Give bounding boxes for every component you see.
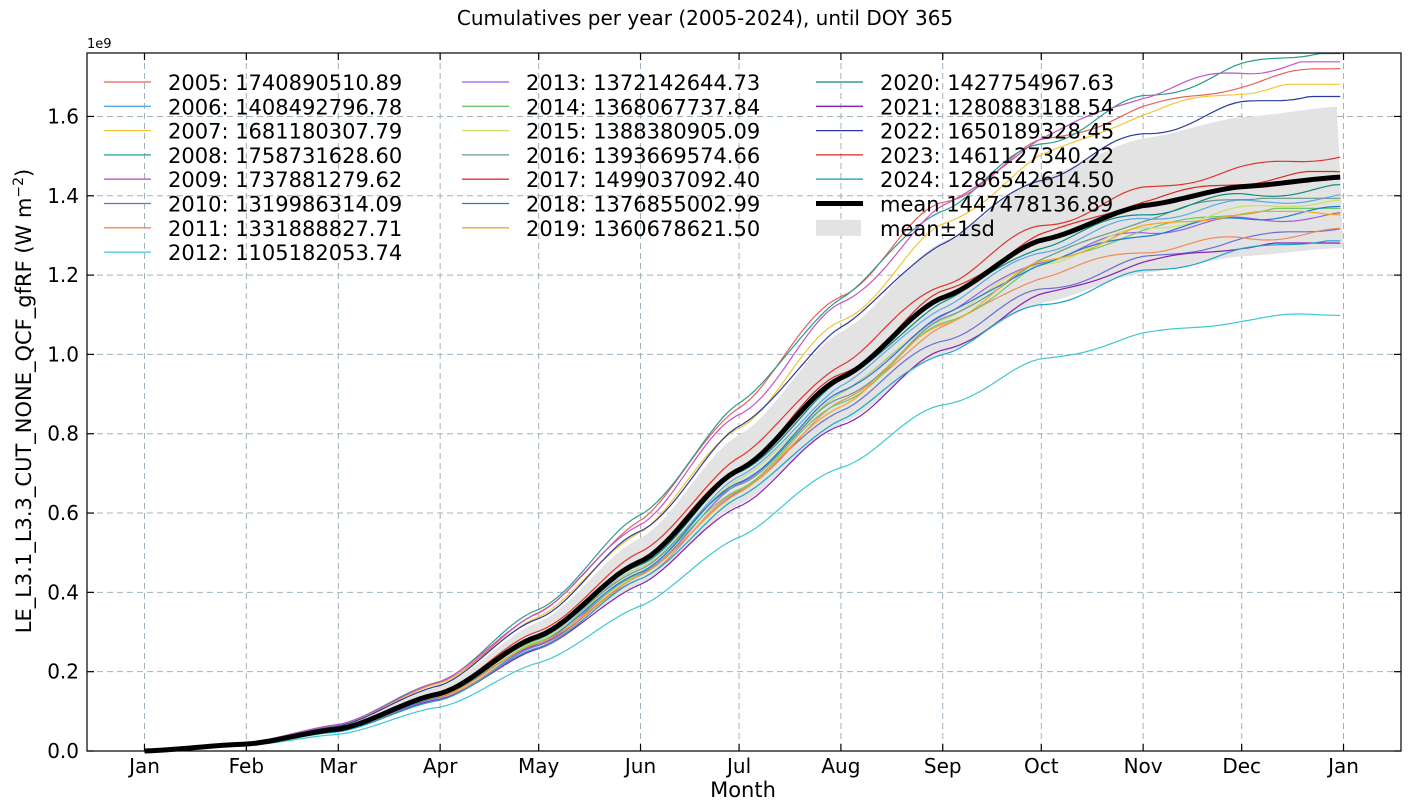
legend-label: 2016: 1393669574.66 [526, 144, 760, 168]
x-tick-label: Jan [127, 754, 160, 778]
series-line-2013 [144, 212, 1341, 752]
mean-line [144, 174, 1341, 754]
y-axis-label-exponent: −2 [11, 177, 27, 198]
legend-label: 2010: 1319986314.09 [168, 193, 402, 217]
y-axis-label-close: ) [12, 169, 36, 177]
mean-layer [144, 174, 1341, 754]
series-line-2012 [144, 313, 1341, 752]
x-tick-label: Sep [924, 754, 962, 778]
legend-label: mean±1sd [880, 217, 995, 241]
legend-label: 2011: 1331888827.71 [168, 217, 402, 241]
plot-frame [86, 52, 1402, 752]
x-tick-label: Jul [725, 754, 751, 778]
legend-label: 2006: 1408492796.78 [168, 95, 402, 119]
tick-layer: Jan Feb Mar Apr May Jun Jul Aug Sep Oct Nov Dec Jan 0… [47, 53, 1401, 778]
x-tick-label: May [518, 754, 560, 778]
y-tick-label: 0.4 [47, 580, 79, 604]
sd-band [144, 106, 1344, 752]
legend-label: mean 1447478136.89 [880, 193, 1113, 217]
legend-label: 2020: 1427754967.63 [880, 71, 1114, 95]
series-line-2011 [144, 227, 1341, 752]
y-tick-label: 1.4 [47, 184, 79, 208]
y-axis-label-main: LE_L3.1_L3.3_CUT_NONE_QCF_gfRF (W m [12, 198, 37, 634]
series-line-2009 [144, 61, 1341, 752]
y-tick-label: 0.2 [47, 660, 79, 684]
x-tick-label: Feb [229, 754, 264, 778]
legend-label: 2015: 1388380905.09 [526, 120, 760, 144]
y-axis-offset-label: 1e9 [87, 37, 112, 52]
y-tick-label: 0.8 [47, 422, 79, 446]
legend-label: 2023: 1461127340.22 [880, 144, 1114, 168]
x-axis-label: Month [710, 778, 776, 802]
x-tick-label: Apr [423, 754, 458, 778]
y-tick-label: 0.6 [47, 501, 79, 525]
legend-label: 2022: 1650189328.45 [880, 120, 1114, 144]
legend-label: 2018: 1376855002.99 [526, 193, 760, 217]
y-tick-label: 1.2 [47, 263, 79, 287]
y-tick-label: 0.0 [47, 739, 79, 763]
legend-label: 2014: 1368067737.84 [526, 95, 760, 119]
x-tick-label: Aug [821, 754, 860, 778]
legend-swatch-band [816, 219, 861, 236]
x-tick-label: Mar [319, 754, 358, 778]
series-line-2022 [144, 95, 1341, 752]
legend-label: 2019: 1360678621.50 [526, 217, 760, 241]
legend-label: 2009: 1737881279.62 [168, 168, 402, 192]
x-tick-label: Jan [1326, 754, 1359, 778]
y-axis-label: LE_L3.1_L3.3_CUT_NONE_QCF_gfRF (W m−2) [11, 169, 37, 634]
y-tick-label: 1.0 [47, 342, 79, 366]
y-tick-label: 1.6 [47, 104, 79, 128]
legend-label: 2013: 1372142644.73 [526, 71, 760, 95]
legend-label: 2005: 1740890510.89 [168, 71, 402, 95]
series-line-2024 [144, 240, 1341, 752]
x-tick-label: Nov [1124, 754, 1163, 778]
legend-label: 2021: 1280883188.54 [880, 95, 1114, 119]
legend-label: 2024: 1286542614.50 [880, 168, 1114, 192]
x-tick-label: Oct [1024, 754, 1059, 778]
chart-title: Cumulatives per year (2005-2024), until … [457, 6, 953, 30]
legend-label: 2017: 1499037092.40 [526, 168, 760, 192]
sd-band-layer [144, 106, 1344, 752]
legend-label: 2007: 1681180307.79 [168, 120, 402, 144]
legend-label: 2012: 1105182053.74 [168, 241, 402, 265]
legend-label: 2008: 1758731628.60 [168, 144, 402, 168]
x-tick-label: Dec [1222, 754, 1261, 778]
x-tick-label: Jun [623, 754, 656, 778]
